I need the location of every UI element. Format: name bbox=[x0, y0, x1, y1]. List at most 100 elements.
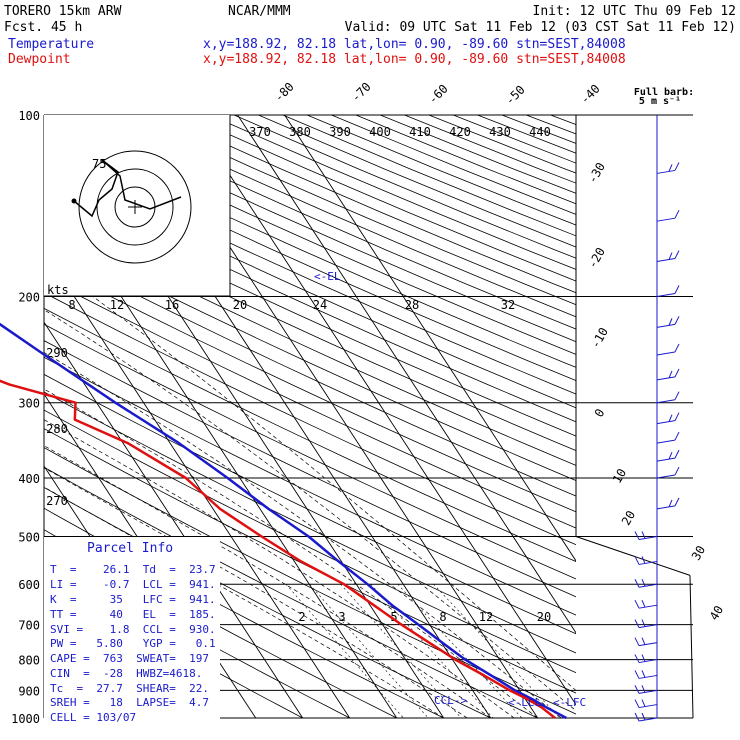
mixing-ratio-label: 8 bbox=[68, 298, 75, 312]
isotherm-label: 40 bbox=[707, 603, 726, 623]
dry-adiabat-line bbox=[44, 153, 576, 395]
wind-barb bbox=[634, 637, 658, 647]
wind-barb bbox=[656, 285, 680, 298]
wind-barb bbox=[656, 497, 680, 510]
dry-adiabat-line bbox=[44, 428, 576, 694]
wind-barb bbox=[634, 712, 658, 722]
dry-adiabat-line bbox=[44, 373, 576, 635]
parcel-info-background bbox=[44, 537, 220, 728]
dry-adiabat-line bbox=[44, 391, 576, 654]
theta-label-left: 280 bbox=[46, 422, 68, 436]
hodograph-units: kts bbox=[47, 283, 69, 297]
barb-key-units: 5 m s⁻¹ bbox=[639, 96, 681, 107]
dry-adiabat-line bbox=[233, 115, 576, 259]
isotherm-label: -30 bbox=[585, 160, 608, 186]
hodograph-label: 75 bbox=[92, 157, 106, 171]
pressure-label: 100 bbox=[18, 109, 40, 123]
theta-label-left: 270 bbox=[46, 494, 68, 508]
pressure-label: 500 bbox=[18, 530, 40, 544]
moist-adiabat-line bbox=[44, 419, 515, 718]
wind-barb bbox=[656, 316, 680, 328]
dry-adiabat-line bbox=[501, 115, 576, 144]
wind-barb bbox=[656, 431, 680, 444]
wind-barbs bbox=[634, 115, 680, 722]
wind-barb bbox=[634, 654, 658, 664]
wind-barb bbox=[634, 685, 658, 694]
pressure-label: 900 bbox=[18, 684, 40, 698]
mixing-ratio-label: 32 bbox=[501, 298, 515, 312]
mixing-ratio-label: 12 bbox=[110, 298, 124, 312]
dry-adiabat-line bbox=[44, 356, 576, 616]
dry-adiabat-line bbox=[44, 128, 576, 368]
hodograph-background bbox=[44, 115, 230, 296]
mixing-ratio-label: 5 bbox=[390, 610, 397, 624]
dry-adiabat-line bbox=[477, 115, 576, 154]
pressure-label: 300 bbox=[18, 397, 40, 411]
mixing-ratio-label: 3 bbox=[338, 610, 345, 624]
valid-time: Valid: 09 UTC Sat 11 Feb 12 (03 CST Sat … bbox=[345, 20, 736, 35]
dry-adiabat-line bbox=[550, 115, 576, 125]
isotherm-line bbox=[44, 321, 304, 718]
dry-adiabat-line bbox=[44, 219, 576, 466]
dry-adiabat-line bbox=[355, 115, 576, 205]
parcel-row: SREH = 18 LAPSE= 4.7 bbox=[50, 696, 209, 709]
dry-adiabat-line bbox=[44, 166, 576, 409]
theta-label: 370 bbox=[249, 125, 271, 139]
wind-barb bbox=[634, 531, 658, 540]
pressure-label: 700 bbox=[18, 619, 40, 633]
mixing-ratio-label: 20 bbox=[537, 610, 551, 624]
hodograph-ring bbox=[96, 168, 174, 246]
hodograph-start-point bbox=[71, 198, 77, 204]
lcl-marker: <-LCL bbox=[508, 696, 541, 709]
frame-diagonal bbox=[575, 536, 691, 576]
isotherm-label: -10 bbox=[588, 325, 611, 351]
dry-adiabat-line bbox=[44, 307, 576, 563]
mixing-ratio-label: 28 bbox=[405, 298, 419, 312]
theta-label-left: 290 bbox=[46, 346, 68, 360]
isotherm-label: 20 bbox=[619, 508, 638, 528]
parcel-row: LI = -0.7 LCL = 941. bbox=[50, 578, 216, 591]
dewpoint-profile bbox=[0, 379, 556, 719]
dry-adiabat-line bbox=[44, 277, 576, 529]
parcel-row: PW = 5.80 YGP = 0.1 bbox=[50, 637, 216, 650]
dry-adiabat-line bbox=[44, 262, 576, 513]
isotherm-label: 10 bbox=[610, 466, 629, 486]
wind-barb bbox=[656, 209, 680, 222]
wind-barb bbox=[634, 556, 658, 565]
wind-barb bbox=[656, 466, 680, 479]
dry-adiabat-line bbox=[44, 233, 576, 482]
legend-dewpoint: Dewpoint bbox=[8, 52, 71, 67]
wind-barb bbox=[656, 391, 680, 404]
dry-adiabat-line bbox=[44, 247, 576, 497]
mixing-ratio-label: 24 bbox=[313, 298, 327, 312]
isotherm-label: -50 bbox=[503, 83, 528, 108]
mixing-ratio-label: 20 bbox=[233, 298, 247, 312]
legend-dewpoint-location: x,y=188.92, 82.18 lat,lon= 0.90, -89.60 … bbox=[203, 52, 626, 67]
mixing-ratio-line bbox=[370, 583, 494, 718]
parcel-info-panel: Parcel Info T = 26.1 Td = 23.7 LI = -0.7… bbox=[44, 537, 220, 728]
dry-adiabat-line bbox=[44, 340, 576, 598]
barb-key-title: Full barb: bbox=[634, 87, 694, 98]
wind-barb bbox=[656, 449, 680, 462]
legend-temperature-location: x,y=188.92, 82.18 lat,lon= 0.90, -89.60 … bbox=[203, 37, 626, 52]
theta-label: 400 bbox=[369, 125, 391, 139]
wind-barb bbox=[656, 250, 680, 263]
legend-temperature: Temperature bbox=[8, 37, 94, 52]
isotherm-label: 0 bbox=[592, 406, 608, 419]
parcel-row: CELL = 103/07 bbox=[50, 711, 136, 724]
mixing-ratio-label: 12 bbox=[479, 610, 493, 624]
dry-adiabat-line bbox=[428, 115, 576, 174]
dry-adiabat-line bbox=[44, 574, 303, 718]
parcel-row: SVI = 1.8 CCL = 930. bbox=[50, 623, 216, 636]
isotherm-label: -60 bbox=[426, 82, 451, 107]
dry-adiabat-line bbox=[160, 115, 576, 294]
moist-adiabat-line bbox=[44, 486, 444, 718]
theta-label: 430 bbox=[489, 125, 511, 139]
ccl-marker: CCL-> bbox=[434, 694, 467, 707]
pressure-label: 200 bbox=[18, 291, 40, 305]
isotherm-line bbox=[284, 115, 576, 562]
theta-label: 410 bbox=[409, 125, 431, 139]
isotherm-label: -70 bbox=[349, 80, 374, 105]
